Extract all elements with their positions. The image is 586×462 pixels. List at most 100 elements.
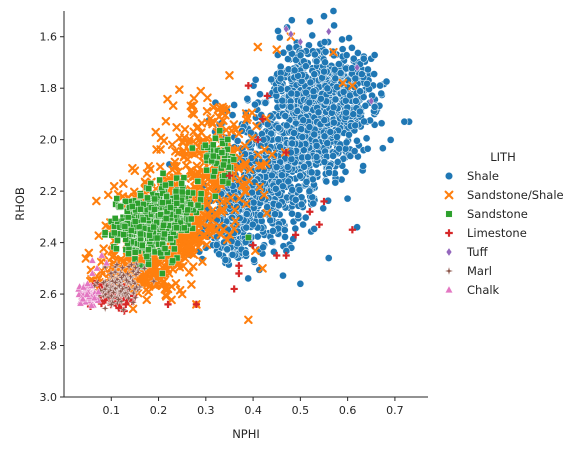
point-shale <box>377 89 386 98</box>
point-sandstone-shale <box>200 230 209 240</box>
point-shale <box>268 237 276 246</box>
point-sandstone <box>110 229 118 237</box>
point-sandstone <box>117 203 125 210</box>
point-shale <box>320 38 329 46</box>
legend-item: Marl <box>443 264 492 278</box>
point-sandstone <box>113 245 120 253</box>
point-limestone <box>292 231 300 239</box>
point-sandstone-shale <box>235 153 245 163</box>
point-sandstone <box>162 215 170 222</box>
point-sandstone <box>209 152 217 160</box>
x-tick-label: 0.4 <box>244 404 262 417</box>
point-sandstone-shale <box>202 240 212 250</box>
point-chalk <box>83 279 92 287</box>
point-sandstone <box>203 153 210 161</box>
point-sandstone-shale <box>253 42 263 52</box>
legend-title: LITH <box>490 150 515 164</box>
point-sandstone-shale <box>267 150 277 159</box>
point-sandstone-shale <box>84 248 94 258</box>
point-sandstone-shale <box>241 109 251 118</box>
point-shale <box>308 31 317 40</box>
point-shale <box>305 187 314 196</box>
point-sandstone-shale <box>192 161 202 171</box>
point-shale <box>276 74 285 83</box>
point-sandstone-shale <box>329 47 338 57</box>
point-sandstone-shale <box>214 221 224 231</box>
point-sandstone-shale <box>272 45 282 54</box>
point-sandstone-shale <box>260 145 269 155</box>
point-shale <box>272 163 281 172</box>
point-shale <box>363 144 372 153</box>
point-sandstone-shale <box>99 244 108 253</box>
legend-marker-sandstone <box>445 210 453 218</box>
point-sandstone <box>216 127 224 135</box>
point-sandstone <box>173 193 180 201</box>
x-tick-label: 0.3 <box>197 404 215 417</box>
point-shale <box>275 33 284 42</box>
point-marl <box>130 262 141 273</box>
point-shale <box>250 256 258 264</box>
point-shale <box>267 129 276 138</box>
point-chalk <box>83 290 92 298</box>
point-sandstone-shale <box>348 81 357 90</box>
point-sandstone-shale <box>94 231 104 240</box>
point-sandstone <box>180 174 188 181</box>
y-tick-label: 2.8 <box>40 340 58 353</box>
point-shale <box>320 116 329 125</box>
point-sandstone <box>167 204 174 211</box>
point-shale <box>283 163 292 171</box>
point-shale <box>271 184 280 193</box>
point-shale <box>274 27 282 35</box>
point-sandstone <box>211 167 219 175</box>
point-shale <box>351 121 360 130</box>
point-shale <box>251 100 259 109</box>
point-sandstone <box>160 221 167 229</box>
point-sandstone <box>159 189 167 197</box>
point-sandstone <box>111 215 119 222</box>
point-sandstone <box>137 192 144 199</box>
point-sandstone-shale <box>222 196 232 206</box>
point-sandstone-shale <box>184 268 194 277</box>
point-shale <box>345 130 353 139</box>
point-sandstone <box>128 203 136 210</box>
point-shale <box>292 56 300 64</box>
point-sandstone-shale <box>178 138 188 147</box>
point-sandstone <box>159 170 167 177</box>
point-sandstone <box>145 185 153 193</box>
point-marl <box>113 294 124 305</box>
point-shale <box>305 17 314 26</box>
point-shale <box>266 216 275 225</box>
point-shale <box>290 66 299 75</box>
point-shale <box>309 199 318 208</box>
point-chalk <box>87 301 96 309</box>
point-shale <box>351 74 360 83</box>
point-shale <box>291 224 300 233</box>
point-shale <box>266 111 275 120</box>
point-shale <box>228 111 237 120</box>
y-tick-label: 2.6 <box>40 288 58 301</box>
point-shale <box>320 12 328 21</box>
point-shale <box>341 96 350 105</box>
point-shale <box>322 177 331 186</box>
point-sandstone-shale <box>240 141 250 151</box>
point-sandstone-shale <box>161 290 171 300</box>
point-marl <box>110 277 121 288</box>
legend: LITH Shale Sandstone/Shale Sandstone Limest… <box>443 150 564 297</box>
point-shale <box>323 139 332 148</box>
x-tick-label: 0.6 <box>339 404 357 417</box>
point-shale <box>296 171 305 180</box>
point-chalk <box>88 256 97 264</box>
point-shale <box>362 134 371 143</box>
point-sandstone-shale <box>192 214 202 223</box>
point-limestone <box>192 300 200 308</box>
point-shale <box>357 70 366 79</box>
point-shale <box>370 70 379 78</box>
point-shale <box>279 271 287 280</box>
point-marl <box>128 297 138 308</box>
point-shale <box>335 144 344 153</box>
point-sandstone-shale <box>262 159 271 168</box>
point-shale <box>288 139 297 148</box>
point-shale <box>305 123 314 131</box>
point-shale <box>277 171 286 180</box>
point-shale <box>323 84 332 93</box>
